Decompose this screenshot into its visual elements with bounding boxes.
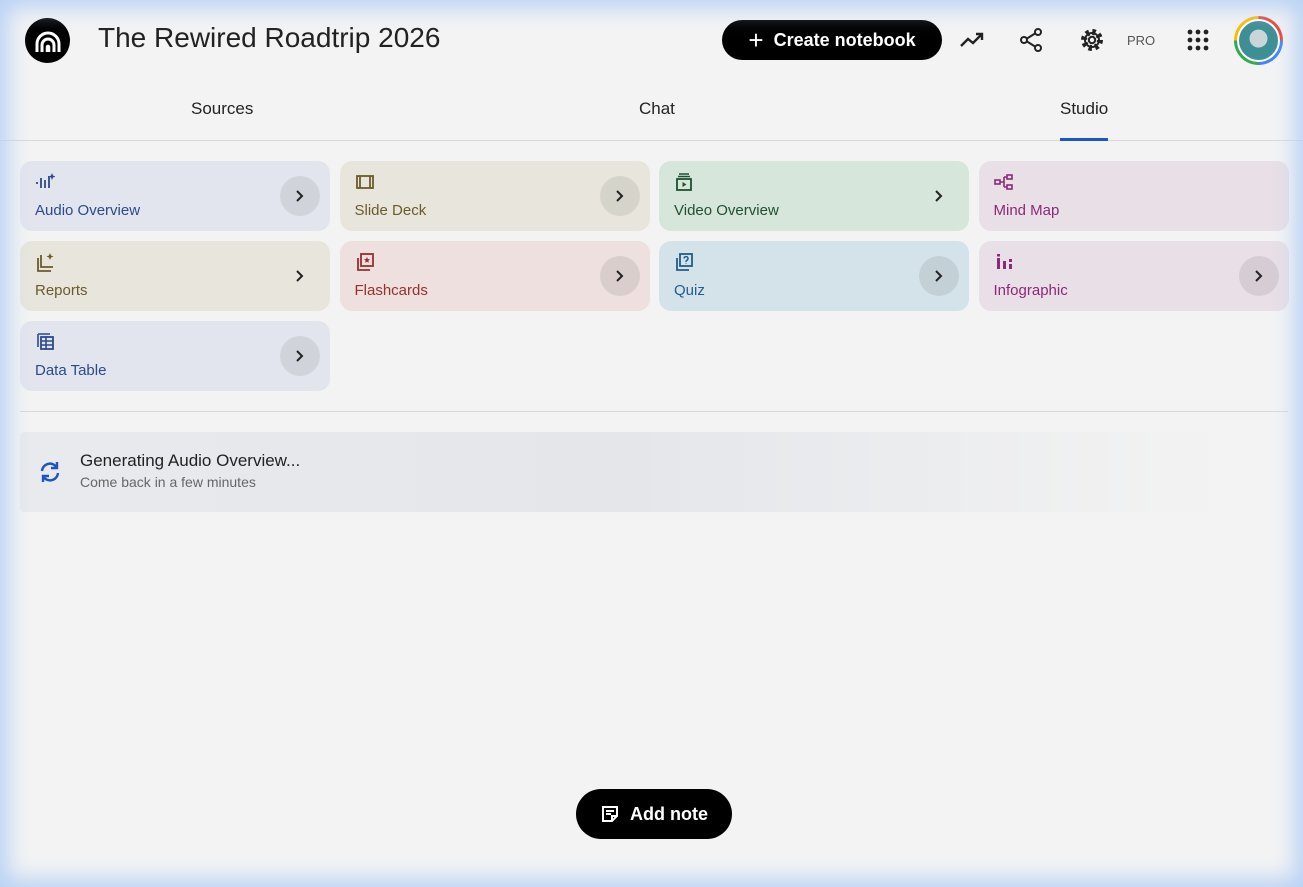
audio-waveform-icon <box>36 173 55 188</box>
chevron-right-icon[interactable] <box>280 176 320 216</box>
studio-card-label: Audio Overview <box>35 202 141 219</box>
studio-card-video-overview[interactable]: Video Overview <box>659 161 969 231</box>
apps-grid-icon[interactable] <box>1184 26 1212 54</box>
settings-icon[interactable] <box>1078 26 1106 54</box>
logo-icon <box>35 31 60 52</box>
studio-card-flashcards[interactable]: Flashcards <box>339 241 650 311</box>
table-icon <box>37 333 54 350</box>
header: The Rewired Roadtrip 2026 + Create notebo… <box>0 0 1303 80</box>
quiz-icon <box>676 253 693 271</box>
flashcards-icon <box>356 253 374 271</box>
studio-card-slide-deck[interactable]: Slide Deck <box>339 161 650 231</box>
studio-card-label: Slide Deck <box>354 202 427 219</box>
mind-map-icon <box>993 174 1013 190</box>
studio-card-audio-overview[interactable]: Audio Overview <box>20 161 330 231</box>
status-subtitle: Come back in a few minutes <box>80 474 256 490</box>
chevron-right-icon[interactable] <box>280 256 320 296</box>
status-title: Generating Audio Overview... <box>80 451 301 470</box>
studio-grid: Audio Overview Slide Deck Video Overview Mi… <box>20 161 1289 391</box>
studio-card-label: Flashcards <box>354 282 428 299</box>
notebook-title[interactable]: The Rewired Roadtrip 2026 <box>98 22 441 53</box>
tab-bar: Sources Chat Studio <box>0 80 1303 141</box>
share-icon[interactable] <box>1017 26 1045 54</box>
app-logo[interactable] <box>25 18 70 63</box>
analytics-icon[interactable] <box>958 26 986 54</box>
create-notebook-label: Create notebook <box>773 29 916 50</box>
generating-status: Generating Audio Overview... Come back i… <box>20 432 1220 512</box>
chevron-right-icon[interactable] <box>919 256 959 296</box>
tab-sources[interactable]: Sources <box>191 99 254 118</box>
create-notebook-button[interactable]: + Create notebook <box>722 20 942 60</box>
pro-badge: PRO <box>1127 33 1156 48</box>
studio-card-label: Reports <box>35 282 88 299</box>
tab-studio[interactable]: Studio <box>1060 99 1109 141</box>
studio-card-label: Video Overview <box>674 202 779 219</box>
studio-card-data-table[interactable]: Data Table <box>20 321 330 391</box>
video-icon <box>676 173 692 191</box>
studio-card-quiz[interactable]: Quiz <box>659 241 969 311</box>
chevron-right-icon[interactable] <box>919 176 959 216</box>
reports-icon <box>37 253 54 272</box>
studio-card-label: Mind Map <box>993 202 1060 219</box>
studio-card-label: Quiz <box>674 282 705 299</box>
studio-card-label: Infographic <box>993 282 1068 299</box>
infographic-icon <box>996 254 1012 269</box>
chevron-right-icon[interactable] <box>599 256 640 296</box>
add-note-label: Add note <box>630 803 708 824</box>
add-note-button[interactable]: Add note <box>576 789 732 839</box>
slides-icon <box>355 175 374 189</box>
chevron-right-icon[interactable] <box>599 176 640 216</box>
avatar[interactable] <box>1234 16 1283 65</box>
chevron-right-icon[interactable] <box>1238 256 1279 296</box>
studio-card-reports[interactable]: Reports <box>20 241 330 311</box>
studio-card-mind-map[interactable]: Mind Map <box>978 161 1289 231</box>
chevron-right-icon[interactable] <box>280 336 320 376</box>
tab-chat[interactable]: Chat <box>639 99 675 118</box>
note-icon <box>602 806 618 822</box>
divider <box>20 411 1288 412</box>
sync-icon <box>40 462 60 482</box>
studio-card-label: Data Table <box>35 362 107 379</box>
plus-icon: + <box>748 25 764 55</box>
studio-card-infographic[interactable]: Infographic <box>978 241 1289 311</box>
